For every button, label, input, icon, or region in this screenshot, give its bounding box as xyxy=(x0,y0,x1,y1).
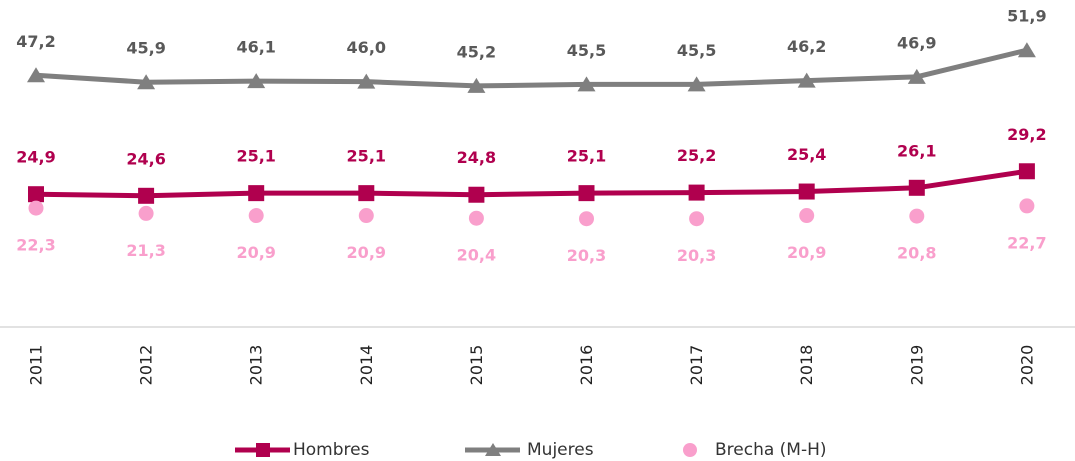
legend-label: Mujeres xyxy=(527,440,594,460)
value-label: 51,9 xyxy=(1007,7,1046,26)
value-label: 25,1 xyxy=(236,147,275,166)
value-label: 25,1 xyxy=(347,147,386,166)
data-point xyxy=(28,200,44,216)
value-label: 20,3 xyxy=(567,246,606,265)
data-point xyxy=(358,185,375,202)
legend-marker xyxy=(256,443,270,457)
data-point xyxy=(909,208,925,224)
value-label: 45,2 xyxy=(457,42,496,61)
x-tick-label: 2019 xyxy=(907,345,926,386)
value-label: 25,2 xyxy=(677,146,716,165)
value-label: 25,1 xyxy=(567,147,606,166)
data-point xyxy=(468,186,485,203)
value-label: 46,1 xyxy=(236,38,275,57)
x-tick-label: 2017 xyxy=(687,345,706,386)
value-label: 46,0 xyxy=(347,38,386,57)
x-tick-label: 2012 xyxy=(137,345,156,386)
value-label: 45,5 xyxy=(677,41,716,60)
value-label: 20,9 xyxy=(347,243,386,262)
data-point xyxy=(247,73,266,89)
value-label: 46,2 xyxy=(787,37,826,56)
x-tick-label: 2014 xyxy=(357,345,376,386)
data-point xyxy=(578,185,595,202)
legend-marker xyxy=(683,443,697,457)
data-point xyxy=(799,208,815,224)
legend-label: Brecha (M-H) xyxy=(715,440,827,460)
x-tick-label: 2015 xyxy=(467,345,486,386)
value-label: 24,8 xyxy=(457,148,496,167)
data-point xyxy=(137,74,156,90)
x-tick-label: 2018 xyxy=(797,345,816,386)
x-tick-label: 2016 xyxy=(577,345,596,386)
data-point xyxy=(28,186,44,203)
data-point xyxy=(358,208,374,224)
value-label: 22,7 xyxy=(1007,233,1046,252)
data-point xyxy=(357,73,376,89)
data-point xyxy=(908,179,925,196)
data-point xyxy=(579,211,594,227)
value-label: 46,9 xyxy=(897,33,936,52)
value-label: 21,3 xyxy=(126,241,165,260)
data-point xyxy=(138,205,154,221)
value-label: 20,4 xyxy=(457,246,496,265)
data-point xyxy=(467,77,486,93)
legend-label: Hombres xyxy=(293,440,370,460)
data-point xyxy=(468,210,484,226)
legend-marker xyxy=(485,443,501,456)
value-label: 45,9 xyxy=(126,39,165,58)
x-tick-label: 2020 xyxy=(1017,345,1036,386)
data-point xyxy=(798,183,815,200)
data-point xyxy=(248,185,265,202)
data-point xyxy=(907,68,926,84)
data-point xyxy=(1017,42,1036,58)
series-line xyxy=(35,47,1028,89)
value-label: 24,6 xyxy=(126,149,165,168)
value-label: 26,1 xyxy=(897,141,936,160)
data-point xyxy=(577,76,596,92)
x-tick-label: 2013 xyxy=(247,345,266,386)
value-label: 45,5 xyxy=(567,41,606,60)
data-point xyxy=(248,208,264,224)
data-point xyxy=(797,72,816,88)
value-label: 20,9 xyxy=(236,243,275,262)
series-line xyxy=(35,168,1028,199)
value-label: 20,9 xyxy=(787,243,826,262)
value-label: 24,9 xyxy=(16,148,55,167)
data-point xyxy=(27,67,45,83)
data-point xyxy=(689,211,705,227)
value-label: 20,3 xyxy=(677,246,716,265)
data-point xyxy=(687,76,706,92)
data-point xyxy=(1018,163,1035,180)
value-label: 25,4 xyxy=(787,145,826,164)
value-label: 47,2 xyxy=(16,32,55,51)
value-label: 22,3 xyxy=(16,236,55,255)
x-tick-label: 2011 xyxy=(27,345,46,386)
data-point xyxy=(1019,198,1035,214)
value-label: 29,2 xyxy=(1007,125,1046,144)
data-point xyxy=(138,187,155,204)
data-point xyxy=(688,184,705,201)
value-label: 20,8 xyxy=(897,244,936,263)
